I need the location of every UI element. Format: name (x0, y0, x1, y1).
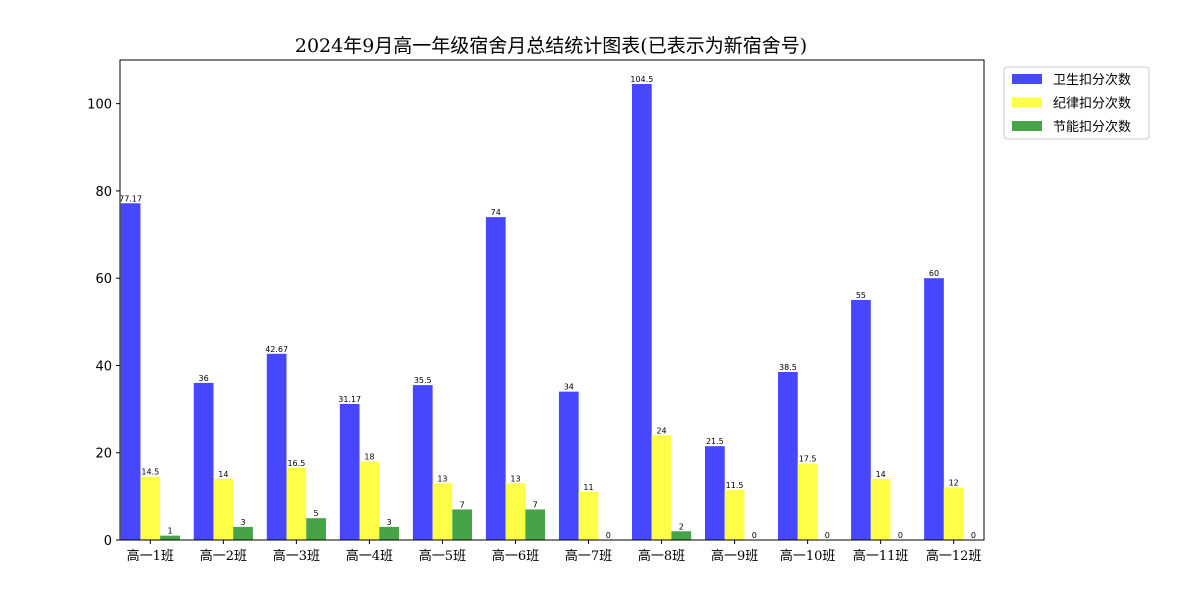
data-label: 0 (825, 531, 830, 540)
bar (671, 531, 692, 540)
data-label: 60 (929, 269, 939, 278)
data-label: 12 (949, 479, 959, 488)
data-label: 3 (387, 518, 392, 527)
data-label: 7 (460, 500, 465, 509)
data-label: 16.5 (287, 459, 305, 468)
data-label: 42.67 (265, 345, 288, 354)
bar (193, 382, 214, 540)
x-tick-label: 高一8班 (638, 548, 685, 564)
data-label: 35.5 (414, 376, 432, 385)
x-tick-label: 高一12班 (926, 548, 982, 564)
data-label: 36 (199, 374, 209, 383)
data-label: 38.5 (779, 363, 797, 372)
legend-label: 节能扣分次数 (1053, 119, 1131, 135)
data-label: 11 (583, 483, 593, 492)
bar (359, 461, 380, 540)
bar (631, 84, 652, 540)
data-label: 0 (752, 531, 757, 540)
data-label: 1 (167, 527, 172, 536)
legend-label: 纪律扣分次数 (1053, 96, 1131, 112)
data-label: 11.5 (726, 481, 744, 490)
data-label: 55 (856, 291, 866, 300)
y-tick-label: 0 (104, 534, 112, 549)
bar (286, 468, 307, 540)
legend-swatch (1012, 74, 1042, 84)
x-tick-label: 高一10班 (780, 548, 836, 564)
bar (924, 278, 944, 540)
bar (213, 478, 234, 540)
x-tick-label: 高一2班 (200, 548, 247, 564)
data-label: 14.5 (141, 468, 159, 477)
data-label: 14 (876, 470, 886, 479)
bar (140, 476, 161, 540)
data-label: 104.5 (630, 75, 653, 84)
data-label: 0 (898, 531, 903, 540)
data-label: 34 (564, 383, 574, 392)
x-tick-label: 高一1班 (127, 548, 174, 564)
data-label: 24 (656, 426, 666, 435)
x-tick-label: 高一4班 (346, 548, 393, 564)
x-tick-label: 高一7班 (565, 548, 612, 564)
data-label: 13 (510, 474, 520, 483)
data-label: 5 (314, 509, 319, 518)
bar (379, 526, 399, 540)
bar (160, 535, 180, 540)
x-tick-label: 高一9班 (711, 548, 758, 564)
bar (233, 526, 253, 540)
bar (432, 483, 453, 540)
bar (485, 217, 506, 540)
x-tick-label: 高一11班 (853, 548, 909, 564)
bar (724, 489, 745, 540)
data-label: 74 (491, 208, 501, 217)
bar (651, 435, 672, 540)
bar (705, 446, 725, 540)
bar (797, 463, 818, 540)
data-label: 3 (241, 518, 246, 527)
x-tick-label: 高一3班 (273, 548, 320, 564)
data-label: 7 (533, 500, 538, 509)
data-label: 0 (971, 531, 976, 540)
legend-label: 卫生扣分次数 (1053, 72, 1131, 88)
y-tick-label: 40 (95, 359, 112, 374)
bar (452, 509, 473, 540)
x-tick-label: 高一6班 (492, 548, 539, 564)
x-tick-label: 高一5班 (419, 548, 466, 564)
data-label: 13 (437, 474, 447, 483)
y-tick-label: 60 (95, 272, 112, 287)
y-tick-label: 80 (95, 185, 112, 200)
bar (578, 492, 599, 540)
bar (558, 391, 579, 540)
bar (943, 487, 964, 540)
y-tick-label: 100 (87, 98, 112, 113)
bar (778, 372, 798, 540)
bar (120, 203, 141, 540)
data-label: 31.17 (338, 395, 361, 404)
legend-swatch (1012, 121, 1042, 131)
legend-swatch (1012, 97, 1042, 108)
data-label: 0 (606, 531, 611, 540)
bar (339, 403, 360, 540)
y-tick-label: 20 (95, 447, 112, 462)
data-label: 18 (364, 452, 374, 461)
data-label: 77.17 (119, 194, 142, 203)
bar (505, 483, 526, 540)
data-label: 2 (679, 522, 684, 531)
plot-frame (119, 59, 985, 541)
bar (306, 518, 326, 540)
bar (851, 300, 871, 540)
data-label: 21.5 (706, 437, 724, 446)
chart-title: 2024年9月高一年级宿舍月总结统计图表(已表示为新宿舍号) (295, 35, 807, 57)
bar (412, 385, 433, 540)
bar (870, 478, 891, 540)
bar (266, 353, 287, 540)
bar (525, 509, 546, 540)
data-label: 17.5 (799, 455, 817, 464)
data-label: 14 (218, 470, 228, 479)
